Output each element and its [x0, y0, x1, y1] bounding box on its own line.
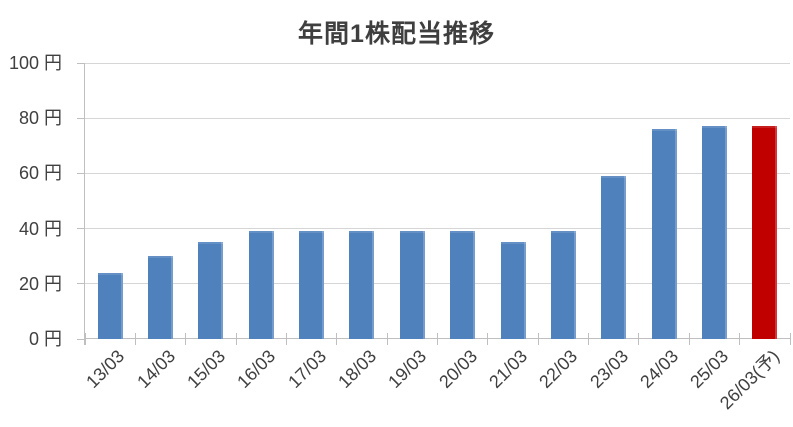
x-tick-9 [537, 333, 539, 345]
y-tick-0 [77, 338, 84, 340]
bar-13/03 [97, 272, 123, 339]
y-axis-line [84, 63, 85, 345]
x-tick-label-18/03: 18/03 [334, 346, 381, 392]
bar-16/03 [248, 231, 274, 339]
x-tick-10 [588, 333, 590, 345]
y-tick-label-40: 40 円 [18, 218, 62, 239]
x-tick-14 [789, 333, 791, 345]
x-tick-7 [437, 333, 438, 345]
bar-14/03 [148, 256, 174, 339]
bar-19/03 [399, 231, 425, 339]
x-tick-label-19/03: 19/03 [384, 346, 431, 392]
bar-17/03 [299, 231, 325, 339]
gridline-40 [85, 228, 790, 230]
x-tick-label-15/03: 15/03 [183, 346, 230, 392]
bar-20/03 [450, 231, 476, 339]
bar-18/03 [349, 231, 375, 339]
y-tick-40 [77, 228, 84, 230]
x-tick-11 [638, 333, 640, 345]
y-tick-100 [77, 62, 84, 64]
x-tick-label-20/03: 20/03 [434, 346, 481, 392]
x-tick-8 [487, 333, 489, 345]
x-tick-label-13/03: 13/03 [82, 346, 129, 392]
gridline-100 [85, 62, 790, 64]
x-tick-label-21/03: 21/03 [485, 346, 532, 392]
bar-15/03 [198, 242, 224, 339]
y-tick-80 [77, 117, 84, 119]
x-tick-label-24/03: 24/03 [636, 346, 683, 392]
x-tick-label-17/03: 17/03 [283, 346, 330, 392]
bar-25/03 [701, 126, 727, 339]
x-tick-label-14/03: 14/03 [132, 346, 179, 392]
y-tick-60 [77, 172, 84, 174]
gridline-80 [85, 117, 790, 119]
x-tick-13 [739, 333, 741, 345]
x-tick-1 [134, 333, 136, 345]
x-tick-2 [185, 333, 187, 345]
bar-26/03(予) [752, 126, 778, 339]
x-tick-4 [285, 333, 287, 345]
x-tick-label-25/03: 25/03 [686, 346, 733, 392]
y-axis-labels: 0 円 20 円 40 円 60 円 80 円 100 円 [0, 53, 62, 363]
y-tick-label-100: 100 円 [8, 53, 62, 73]
x-tick-12 [688, 333, 690, 345]
bar-24/03 [651, 129, 677, 339]
y-tick-20 [77, 283, 84, 285]
bar-21/03 [500, 242, 526, 339]
y-tick-label-0: 0 円 [28, 329, 62, 349]
x-tick-6 [386, 333, 388, 345]
gridline-60 [85, 172, 790, 174]
x-tick-label-23/03: 23/03 [585, 346, 632, 392]
x-tick-label-22/03: 22/03 [535, 346, 582, 392]
y-tick-label-20: 20 円 [18, 273, 62, 294]
plot-area [77, 62, 791, 345]
gridline-20 [85, 283, 790, 285]
x-axis-labels: 13/03 14/03 15/03 16/03 17/03 18/03 19/03 20/03… [82, 339, 790, 427]
chart-title: 年間1株配当推移 [298, 20, 495, 48]
x-tick-label-16/03: 16/03 [233, 346, 280, 392]
x-tick-5 [336, 333, 338, 345]
y-tick-label-60: 60 円 [18, 163, 62, 184]
x-tick-3 [235, 333, 237, 345]
x-tick-0 [84, 333, 86, 345]
bar-23/03 [601, 176, 627, 339]
y-tick-label-80: 80 円 [18, 108, 62, 129]
bar-22/03 [550, 231, 576, 339]
